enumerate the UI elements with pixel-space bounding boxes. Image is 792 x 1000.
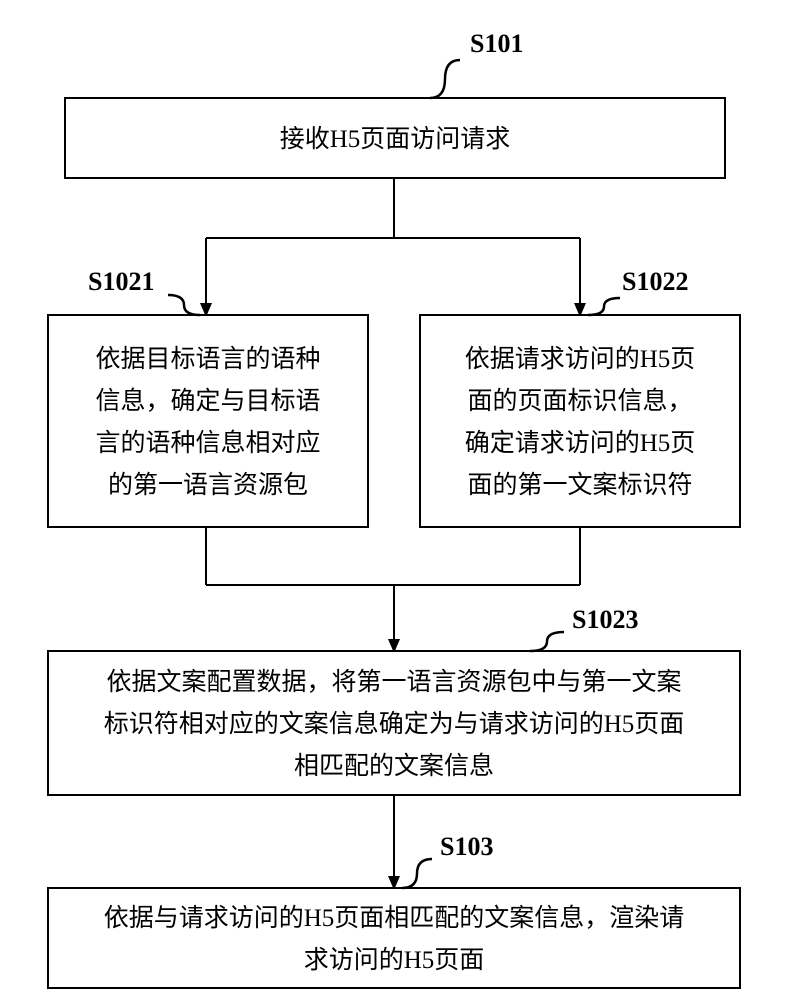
- flow-box-text: 依据请求访问的H5页: [465, 345, 696, 373]
- flow-box-s103: 依据与请求访问的H5页面相匹配的文案信息，渲染请求访问的H5页面: [48, 888, 740, 988]
- flow-box-text: 面的页面标识信息，: [467, 387, 692, 415]
- flow-box-text: 依据与请求访问的H5页面相匹配的文案信息，渲染请: [104, 904, 685, 932]
- flow-box-s101: 接收H5页面访问请求: [65, 98, 725, 178]
- step-label-s1021: S1021: [88, 267, 200, 315]
- flow-box-text: 相匹配的文案信息: [294, 752, 494, 780]
- callout-line: [588, 298, 620, 315]
- flow-box-text: 求访问的H5页面: [304, 946, 485, 974]
- flow-box-text: 依据文案配置数据，将第一语言资源包中与第一文案: [106, 668, 681, 696]
- callout-line: [530, 632, 564, 651]
- svg-text:S1023: S1023: [572, 605, 638, 634]
- callout-line: [430, 60, 460, 98]
- flow-box-text: 言的语种信息相对应: [95, 429, 320, 457]
- flowchart-canvas: 接收H5页面访问请求依据目标语言的语种信息，确定与目标语言的语种信息相对应的第一…: [0, 0, 792, 1000]
- flow-box-text: 依据目标语言的语种: [95, 345, 320, 373]
- flow-box-s1021: 依据目标语言的语种信息，确定与目标语言的语种信息相对应的第一语言资源包: [48, 315, 368, 527]
- svg-text:S1022: S1022: [622, 267, 688, 296]
- flow-box-text: 面的第一文案标识符: [467, 471, 692, 499]
- flow-box-text: 标识符相对应的文案信息确定为与请求访问的H5页面: [104, 710, 685, 738]
- step-label-s1023: S1023: [530, 605, 638, 651]
- callout-line: [168, 295, 200, 315]
- flow-box-s1023: 依据文案配置数据，将第一语言资源包中与第一文案标识符相对应的文案信息确定为与请求…: [48, 651, 740, 795]
- flow-box-text: 的第一语言资源包: [108, 471, 308, 499]
- flow-box-text: 信息，确定与目标语: [95, 387, 320, 415]
- svg-text:S1021: S1021: [88, 267, 154, 296]
- flow-box-text: 接收H5页面访问请求: [280, 125, 511, 153]
- callout-line: [402, 859, 432, 888]
- flow-box-text: 确定请求访问的H5页: [465, 429, 696, 457]
- svg-text:S101: S101: [470, 29, 523, 58]
- step-label-s101: S101: [430, 29, 523, 98]
- svg-text:S103: S103: [440, 832, 493, 861]
- step-label-s103: S103: [402, 832, 493, 888]
- flow-box-s1022: 依据请求访问的H5页面的页面标识信息， 确定请求访问的H5页面的第一文案标识符: [420, 315, 740, 527]
- step-label-s1022: S1022: [588, 267, 688, 315]
